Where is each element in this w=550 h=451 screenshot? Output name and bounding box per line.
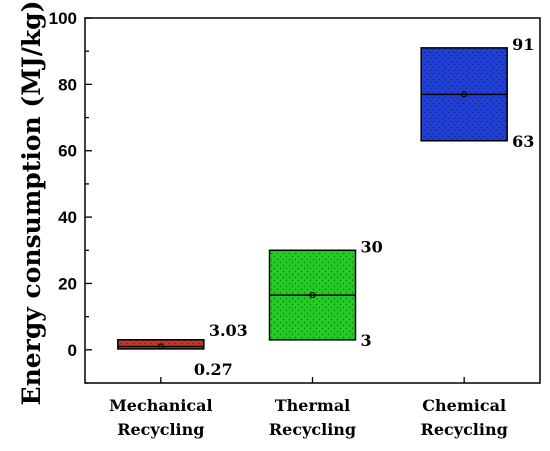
x-category-label: Mechanical Recycling bbox=[109, 396, 213, 439]
low-value-label: 63 bbox=[512, 132, 534, 151]
box-2 bbox=[268, 249, 357, 341]
mean-marker bbox=[157, 343, 164, 350]
y-tick-label: 40 bbox=[58, 208, 77, 227]
mean-marker bbox=[309, 291, 316, 299]
axes: 0 20 40 60 80 100 bbox=[49, 9, 541, 384]
low-value-label: 0.27 bbox=[194, 360, 233, 379]
y-tick-label: 80 bbox=[58, 75, 77, 94]
high-value-label: 30 bbox=[361, 237, 383, 256]
y-tick-label: 60 bbox=[58, 142, 77, 161]
high-value-label: 91 bbox=[512, 35, 534, 54]
y-tick-label: 0 bbox=[68, 341, 77, 360]
mean-marker bbox=[461, 91, 468, 98]
y-tick-label: 100 bbox=[49, 9, 77, 28]
high-value-label: 3.03 bbox=[209, 321, 248, 340]
boxes bbox=[117, 47, 508, 350]
x-category-label: Chemical Recycling bbox=[421, 396, 508, 439]
labels: Mechanical Recycling Thermal Recycling Chemi… bbox=[109, 35, 534, 439]
y-tick-label: 20 bbox=[58, 274, 77, 293]
x-category-label: Thermal Recycling bbox=[269, 396, 356, 439]
box-1 bbox=[117, 339, 205, 350]
low-value-label: 3 bbox=[361, 331, 372, 350]
box-3 bbox=[420, 47, 508, 142]
y-axis-title: Energy consumption (MJ/kg) bbox=[17, 1, 46, 406]
